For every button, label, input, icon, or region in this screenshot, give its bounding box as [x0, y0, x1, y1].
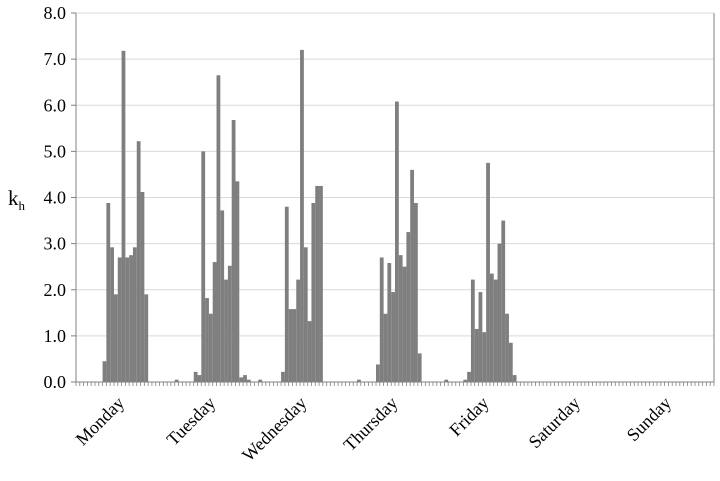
bar	[417, 353, 422, 382]
bar	[508, 342, 513, 382]
x-day-label: Friday	[445, 393, 492, 440]
bar	[208, 313, 213, 382]
bar	[398, 255, 403, 382]
bar	[307, 321, 312, 382]
bar	[117, 257, 122, 382]
bar	[474, 328, 479, 382]
bars	[102, 49, 517, 383]
bar	[402, 266, 407, 382]
bar	[140, 191, 145, 382]
bar	[315, 185, 320, 382]
bar	[395, 101, 399, 382]
y-axis-label: kh	[8, 186, 26, 213]
bar	[113, 294, 118, 382]
y-tick-label: 4.0	[44, 188, 67, 208]
bar	[512, 375, 517, 382]
bar	[379, 257, 384, 382]
bar	[106, 203, 111, 382]
bar	[205, 298, 209, 382]
y-tick-label: 2.0	[44, 280, 67, 300]
bar	[296, 279, 301, 382]
bar	[478, 292, 483, 382]
bar	[410, 169, 414, 382]
bar	[383, 313, 388, 382]
bar	[303, 247, 308, 382]
bar	[376, 364, 380, 382]
y-tick-label: 8.0	[44, 3, 67, 23]
bar	[110, 247, 114, 382]
y-axis-label-main: k	[8, 186, 19, 210]
bar	[292, 309, 297, 382]
y-tick-labels: 0.0 1.0 2.0 3.0 4.0 5.0 6.0 7.0 8.0	[44, 3, 67, 392]
bar	[406, 232, 411, 382]
bar	[231, 120, 236, 382]
y-tick-label: 7.0	[44, 49, 67, 69]
bar	[463, 379, 468, 382]
bar	[387, 263, 392, 382]
bar	[470, 279, 475, 382]
bar	[281, 371, 285, 382]
x-day-label: Monday	[72, 393, 129, 450]
y-tick-label: 0.0	[44, 372, 67, 392]
bar	[497, 243, 502, 383]
bar	[482, 332, 487, 382]
bar	[319, 185, 323, 382]
bar	[132, 247, 137, 382]
bar	[144, 294, 149, 382]
bar	[136, 141, 141, 382]
y-tick-label: 3.0	[44, 234, 67, 254]
y-tick-label: 6.0	[44, 95, 67, 115]
bar	[129, 255, 133, 382]
bar	[239, 377, 244, 382]
bar	[489, 273, 494, 382]
bar	[284, 206, 289, 382]
bar	[125, 257, 130, 382]
bar	[246, 379, 251, 382]
x-tick-marks	[75, 382, 715, 386]
x-day-label: Tuesday	[163, 393, 220, 450]
x-day-label: Wednesday	[238, 393, 311, 466]
y-tick-label: 5.0	[44, 141, 67, 161]
bar	[197, 375, 202, 382]
x-day-label: Thursday	[339, 393, 401, 455]
y-tick-label: 1.0	[44, 326, 67, 346]
bar	[243, 375, 247, 382]
bar	[224, 279, 228, 382]
bar	[216, 75, 221, 383]
bar	[174, 379, 179, 382]
bar	[201, 151, 206, 383]
bar	[391, 292, 395, 382]
bar	[212, 262, 217, 382]
bar	[505, 313, 509, 382]
day-labels: Monday Tuesday Wednesday Thursday Friday Satu…	[72, 393, 675, 466]
bar	[102, 361, 107, 382]
bar	[288, 309, 293, 382]
bar	[467, 371, 471, 382]
y-axis-label-subscript: h	[19, 198, 26, 213]
bar	[193, 371, 198, 382]
bar	[311, 203, 316, 382]
bar	[300, 49, 304, 383]
bar	[220, 210, 225, 382]
bar	[486, 162, 490, 382]
bar	[121, 50, 126, 382]
bar	[357, 379, 361, 382]
x-day-label: Sunday	[623, 393, 675, 445]
bar	[501, 220, 506, 382]
bar	[444, 379, 449, 382]
bar	[227, 265, 232, 382]
bar	[413, 203, 418, 382]
bar	[235, 181, 240, 382]
x-day-label: Saturday	[525, 393, 584, 452]
bar	[258, 379, 263, 382]
bar	[493, 279, 498, 382]
